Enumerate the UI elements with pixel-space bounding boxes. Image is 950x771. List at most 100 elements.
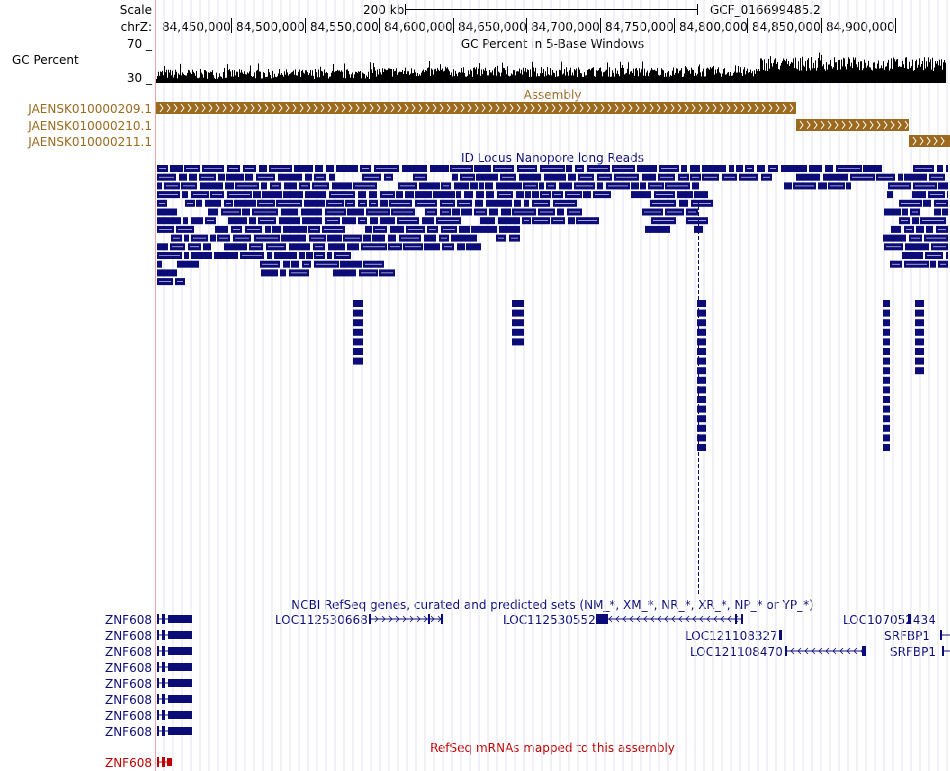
gene-label-srfbp1[interactable]: SRFBP1 <box>884 629 930 643</box>
gc-track-title: GC Percent in 5-Base Windows <box>460 37 645 51</box>
read-block <box>353 328 363 336</box>
gene-row-label[interactable]: ZNF608 <box>104 613 152 627</box>
read-block <box>947 191 948 199</box>
strand-chevron <box>775 103 780 113</box>
read-block <box>697 309 706 317</box>
strand-chevron <box>726 103 731 113</box>
gene-row-label[interactable]: ZNF608 <box>104 661 152 675</box>
read-block <box>272 225 281 233</box>
strand-chevron <box>869 120 874 130</box>
strand-chevron <box>768 103 773 113</box>
read-block <box>369 191 377 199</box>
read-block <box>476 173 498 181</box>
read-block <box>697 405 706 413</box>
read-block <box>883 319 890 327</box>
assembly-name: GCF_016699485.2 <box>710 3 821 17</box>
read-block <box>329 173 335 181</box>
gene-row-label[interactable]: ZNF608 <box>104 629 152 643</box>
read-block <box>203 243 211 251</box>
gene-exon <box>162 614 165 624</box>
read-block <box>182 191 188 199</box>
strand-chevron <box>705 103 710 113</box>
read-block <box>697 424 706 432</box>
strand-chevron <box>250 103 255 113</box>
strand-chevron <box>404 103 409 113</box>
strand-chevron <box>853 647 858 655</box>
gc-side-label[interactable]: GC Percent <box>12 53 79 67</box>
mrna-exon <box>157 757 159 767</box>
scale-value: 200 kb <box>363 3 405 17</box>
gene-row-label[interactable]: ZNF608 <box>104 693 152 707</box>
read-block <box>532 191 539 199</box>
gene-row-label[interactable]: ZNF608 <box>104 677 152 691</box>
gene-label-loc112530552[interactable]: LOC112530552 <box>503 613 596 627</box>
read-block <box>559 182 572 190</box>
read-block <box>388 234 396 242</box>
strand-chevron <box>320 103 325 113</box>
strand-chevron <box>834 120 839 130</box>
read-block <box>486 199 512 207</box>
strand-chevron <box>187 103 192 113</box>
gene-row-label[interactable]: ZNF608 <box>104 725 152 739</box>
read-block <box>336 165 358 172</box>
gc-min-label: 30 _ <box>126 71 152 85</box>
strand-chevron <box>159 103 164 113</box>
read-block <box>694 225 703 233</box>
strand-chevron <box>425 103 430 113</box>
strand-chevron <box>691 103 696 113</box>
contig-label-1[interactable]: JAENSK010000209.1 <box>28 102 152 116</box>
read-block <box>544 173 566 181</box>
strand-chevron <box>811 647 816 655</box>
read-block <box>915 348 924 355</box>
read-block <box>823 173 848 181</box>
gene-loc112530668-exon <box>369 614 371 624</box>
contig-label-3[interactable]: JAENSK010000211.1 <box>28 135 152 149</box>
gene-label-srfbp1[interactable]: SRFBP1 <box>890 645 936 659</box>
read-block <box>283 191 303 199</box>
strand-chevron <box>698 103 703 113</box>
contig-label-2[interactable]: JAENSK010000210.1 <box>28 119 152 133</box>
read-block <box>697 338 706 346</box>
read-block <box>430 165 449 172</box>
mrna-row-label[interactable]: ZNF608 <box>104 756 152 770</box>
read-block <box>278 173 302 181</box>
read-block <box>729 165 734 172</box>
read-block <box>157 260 162 268</box>
tick-label: 84,700,000 <box>531 20 600 34</box>
read-block <box>402 165 427 172</box>
read-block <box>679 199 688 207</box>
read-block <box>464 191 473 199</box>
gene-loc112530668-exon <box>428 614 430 624</box>
strand-chevron <box>481 103 486 113</box>
gene-row-label[interactable]: ZNF608 <box>104 709 152 723</box>
strand-chevron <box>530 103 535 113</box>
read-block <box>191 252 212 259</box>
read-block <box>461 208 472 216</box>
read-block <box>496 182 522 190</box>
read-block <box>512 319 524 327</box>
read-block <box>261 182 267 190</box>
gene-exon <box>168 695 192 703</box>
read-block <box>353 300 363 307</box>
read-block <box>242 208 250 216</box>
gene-label-loc112530668[interactable]: LOC112530668 <box>275 613 368 627</box>
read-block <box>302 217 322 225</box>
read-block <box>702 165 726 172</box>
strand-chevron <box>720 615 725 623</box>
strand-chevron <box>306 103 311 113</box>
contig-bar-1 <box>156 102 796 114</box>
read-block <box>677 191 693 199</box>
read-block <box>283 260 290 268</box>
read-block <box>274 252 297 259</box>
read-block <box>353 348 363 355</box>
strand-chevron <box>551 103 556 113</box>
read-block <box>631 182 639 190</box>
read-block <box>883 386 890 394</box>
gene-row-label[interactable]: ZNF608 <box>104 645 152 659</box>
read-block <box>645 225 670 233</box>
read-block <box>226 173 244 181</box>
read-block <box>512 300 524 307</box>
gene-exon <box>157 694 159 704</box>
gene-srfbp1-exon <box>940 630 942 640</box>
